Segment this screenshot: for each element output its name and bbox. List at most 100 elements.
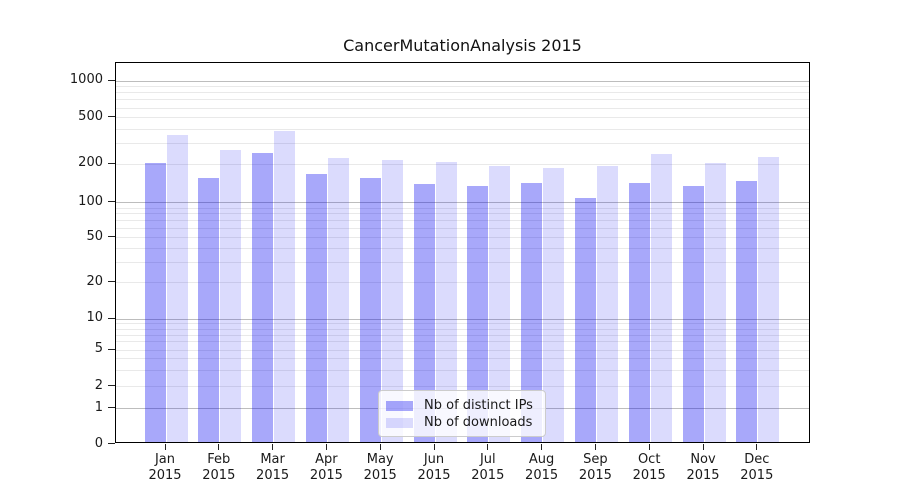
y-tick-label-500: 500 xyxy=(78,108,103,124)
bar-downloads-nov xyxy=(704,162,726,442)
bar-downloads-may xyxy=(381,159,403,442)
y-tick-500 xyxy=(108,116,115,118)
x-tick-sep xyxy=(594,443,596,450)
x-tick-label-feb: Feb 2015 xyxy=(202,452,236,483)
gridline-2 xyxy=(116,386,809,388)
gridline-8 xyxy=(116,328,809,330)
gridline-600 xyxy=(116,107,809,109)
legend-row-downloads: Nb of downloads xyxy=(386,414,537,431)
gridline-5 xyxy=(116,349,809,351)
x-tick-dec xyxy=(756,443,758,450)
x-tick-feb xyxy=(218,443,220,450)
y-tick-200 xyxy=(108,162,115,164)
y-tick-label-20: 20 xyxy=(86,273,103,289)
gridline-40 xyxy=(116,248,809,250)
gridline-60 xyxy=(116,227,809,229)
x-tick-label-sep: Sep 2015 xyxy=(578,452,612,483)
legend: Nb of distinct IPs Nb of downloads xyxy=(378,390,546,437)
gridline-70 xyxy=(116,220,809,222)
y-tick-20 xyxy=(108,281,115,283)
bar-downloads-apr xyxy=(327,157,349,442)
legend-swatch-distinct-ips xyxy=(386,400,413,411)
x-tick-jul xyxy=(487,443,489,450)
x-tick-label-may: May 2015 xyxy=(363,452,397,483)
y-tick-label-10: 10 xyxy=(86,310,103,326)
x-tick-label-nov: Nov 2015 xyxy=(686,452,720,483)
bar-downloads-oct xyxy=(650,153,672,442)
x-tick-oct xyxy=(648,443,650,450)
bar-distinct-ips-dec xyxy=(736,180,758,442)
bar-distinct-ips-oct xyxy=(628,182,650,442)
bar-distinct-ips-sep xyxy=(574,198,596,442)
x-tick-may xyxy=(379,443,381,450)
bar-distinct-ips-jun xyxy=(413,183,435,442)
y-tick-label-5: 5 xyxy=(94,341,103,356)
bar-downloads-sep xyxy=(596,165,618,442)
x-tick-mar xyxy=(272,443,274,450)
bar-downloads-feb xyxy=(220,149,242,442)
gridline-800 xyxy=(116,92,809,94)
legend-label-distinct-ips: Nb of distinct IPs xyxy=(424,398,533,413)
gridline-80 xyxy=(116,213,809,215)
chart-title: CancerMutationAnalysis 2015 xyxy=(343,36,582,55)
y-tick-label-0: 0 xyxy=(94,435,103,451)
y-tick-100 xyxy=(108,201,115,203)
gridline-50 xyxy=(116,237,809,239)
y-tick-label-200: 200 xyxy=(78,155,103,171)
gridline-4 xyxy=(116,358,809,360)
y-tick-5 xyxy=(108,348,115,350)
x-tick-apr xyxy=(325,443,327,450)
gridline-900 xyxy=(116,86,809,88)
gridline-200 xyxy=(116,163,809,165)
bar-distinct-ips-jan xyxy=(144,163,166,442)
legend-row-distinct-ips: Nb of distinct IPs xyxy=(386,397,537,414)
x-tick-jun xyxy=(433,443,435,450)
gridline-20 xyxy=(116,282,809,284)
gridline-7 xyxy=(116,334,809,336)
x-tick-label-aug: Aug 2015 xyxy=(525,452,559,483)
legend-label-downloads: Nb of downloads xyxy=(424,415,533,430)
x-tick-label-jan: Jan 2015 xyxy=(148,452,182,483)
bar-downloads-jun xyxy=(435,162,457,442)
x-tick-label-jul: Jul 2015 xyxy=(471,452,505,483)
bar-distinct-ips-apr xyxy=(305,174,327,442)
y-tick-label-1: 1 xyxy=(94,399,103,415)
legend-swatch-downloads xyxy=(386,417,413,428)
x-tick-label-mar: Mar 2015 xyxy=(256,452,290,483)
x-tick-jan xyxy=(164,443,166,450)
bar-distinct-ips-feb xyxy=(198,177,220,442)
y-tick-10 xyxy=(108,317,115,319)
y-tick-label-2: 2 xyxy=(94,377,103,393)
y-tick-2 xyxy=(108,385,115,387)
bar-distinct-ips-jul xyxy=(467,185,489,442)
gridline-400 xyxy=(116,128,809,130)
bar-downloads-aug xyxy=(543,167,565,442)
bar-downloads-jul xyxy=(489,165,511,442)
x-tick-label-oct: Oct 2015 xyxy=(632,452,666,483)
x-tick-nov xyxy=(702,443,704,450)
bar-downloads-dec xyxy=(758,156,780,442)
plot-area xyxy=(115,62,810,443)
gridline-100 xyxy=(116,202,809,204)
gridline-3 xyxy=(116,369,809,371)
y-tick-50 xyxy=(108,236,115,238)
gridline-500 xyxy=(116,117,809,119)
bar-downloads-jan xyxy=(166,134,188,442)
x-tick-label-apr: Apr 2015 xyxy=(309,452,343,483)
bar-distinct-ips-nov xyxy=(682,186,704,442)
y-tick-label-50: 50 xyxy=(86,228,103,244)
gridline-300 xyxy=(116,143,809,145)
y-tick-1000 xyxy=(108,79,115,81)
gridline-700 xyxy=(116,99,809,101)
x-tick-aug xyxy=(541,443,543,450)
bar-distinct-ips-mar xyxy=(252,152,274,442)
x-tick-label-jun: Jun 2015 xyxy=(417,452,451,483)
gridline-9 xyxy=(116,323,809,325)
y-tick-label-1000: 1000 xyxy=(69,72,103,87)
y-tick-0 xyxy=(108,443,115,444)
y-tick-1 xyxy=(108,407,115,409)
y-tick-label-100: 100 xyxy=(78,193,103,209)
gridline-90 xyxy=(116,207,809,209)
gridline-10 xyxy=(116,318,809,320)
bar-distinct-ips-aug xyxy=(521,183,543,442)
